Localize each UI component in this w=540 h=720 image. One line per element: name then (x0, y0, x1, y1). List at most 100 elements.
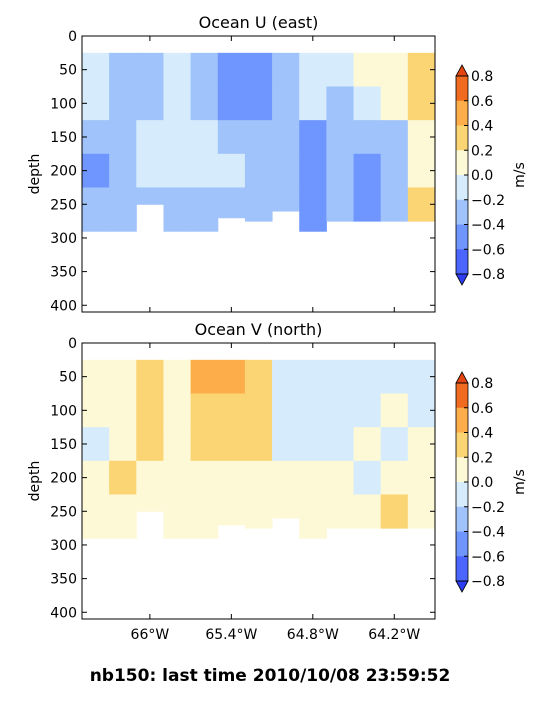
contour-cell (272, 86, 300, 121)
contour-cell (380, 153, 409, 188)
colorbar-segment (456, 482, 468, 508)
contour-cell (380, 393, 409, 428)
y-tick-label: 0 (68, 29, 77, 45)
contour-cell (353, 460, 382, 495)
contour-cell (217, 460, 246, 495)
contour-cell (299, 52, 327, 87)
contour-cell (109, 52, 137, 87)
contour-cell (326, 460, 355, 495)
contour-cell (136, 494, 164, 512)
y-axis-label: depth (27, 461, 43, 502)
colorbar-segment (456, 457, 468, 483)
x-tick-label: 64.8°W (287, 627, 339, 643)
contour-cell (136, 187, 164, 205)
colorbar: 0.8 0.6 0.4 0.2 0.0 −0.2 −0.4 −0.6 −0.8 m/s (455, 371, 528, 593)
colorbar-tick-label: 0.8 (471, 69, 493, 85)
contour-cell (217, 187, 246, 219)
colorbar-extend-max (455, 371, 469, 384)
colorbar-segment (456, 175, 468, 201)
colorbar-segment (456, 76, 468, 102)
colorbar-tick-label: 0.0 (471, 168, 493, 184)
contour-cell (217, 86, 246, 121)
panel-1: Ocean U (east) 0 50 100 150 200 250 300 350 400 de… (27, 13, 528, 314)
colorbar-label: m/s (512, 162, 528, 188)
contour-cell (326, 120, 355, 155)
contour-cell (136, 427, 164, 462)
contour-cell (217, 393, 246, 428)
contour-cell (353, 86, 382, 121)
contour-cell (380, 52, 409, 87)
colorbar-segment (456, 249, 468, 275)
y-axis-label: depth (27, 154, 43, 195)
colorbar-tick-label: −0.2 (471, 193, 505, 209)
y-tick-label: 100 (50, 96, 77, 112)
colorbar-extend-min (455, 580, 469, 593)
x-tick-label: 65.4°W (205, 627, 257, 643)
contour-cell (299, 187, 327, 232)
contour-cell (109, 359, 137, 394)
contour-cell (109, 494, 137, 539)
contour-cell (326, 187, 355, 222)
contour-cell (109, 393, 137, 428)
y-tick-label: 350 (50, 572, 77, 588)
contour-cell (353, 494, 382, 529)
colorbar-segment (456, 199, 468, 225)
colorbar-segment (456, 407, 468, 433)
contour-cell (109, 427, 137, 462)
contour-cell (190, 187, 219, 232)
colorbar-segment (456, 224, 468, 250)
y-tick-label: 300 (50, 231, 77, 247)
contour-cell (272, 427, 300, 462)
contour-cell (326, 153, 355, 188)
figure-title: nb150: last time 2010/10/08 23:59:52 (89, 666, 451, 686)
colorbar-tick-label: −0.6 (471, 242, 505, 258)
contour-field (82, 52, 436, 232)
contour-cell (82, 187, 110, 232)
y-tick-label: 100 (50, 403, 77, 419)
x-tick-label: 66°W (131, 627, 170, 643)
colorbar-tick-label: −0.2 (471, 500, 505, 516)
colorbar-tick-label: 0.0 (471, 475, 493, 491)
contour-cell (244, 52, 273, 87)
contour-cell (244, 187, 273, 222)
colorbar-segment (456, 432, 468, 458)
contour-field (82, 359, 436, 539)
y-tick-label: 0 (68, 336, 77, 352)
contour-cell (299, 494, 327, 539)
contour-cell (190, 52, 219, 87)
panel-2: Ocean V (north) 0 50 100 150 200 250 300 350 400 6… (27, 320, 528, 643)
contour-cell (353, 153, 382, 188)
contour-cell (136, 393, 164, 428)
y-tick-label: 250 (50, 504, 77, 520)
contour-cell (190, 359, 219, 394)
contour-cell (163, 52, 192, 87)
contour-cell (244, 359, 273, 394)
contour-cell (163, 187, 192, 232)
axes-frame (81, 342, 436, 620)
panel-title: Ocean V (north) (195, 320, 323, 339)
colorbar-segment (456, 531, 468, 557)
contour-cell (190, 460, 219, 495)
y-tick-label: 400 (50, 298, 77, 314)
colorbar-segment (456, 556, 468, 582)
contour-cell (380, 427, 409, 462)
contour-cell (272, 460, 300, 495)
panel-title: Ocean U (east) (199, 13, 319, 32)
contour-cell (272, 494, 300, 519)
contour-cell (353, 120, 382, 155)
contour-cell (326, 359, 355, 394)
contour-cell (136, 86, 164, 121)
y-tick-label: 50 (59, 370, 77, 386)
colorbar-tick-label: 0.2 (471, 450, 493, 466)
colorbar-tick-label: −0.8 (471, 574, 505, 590)
contour-cell (217, 52, 246, 87)
contour-cell (163, 393, 192, 428)
contour-cell (109, 153, 137, 188)
axes-frame (81, 35, 436, 313)
contour-cell (136, 120, 164, 155)
contour-cell (163, 153, 192, 188)
y-tick-label: 150 (50, 130, 77, 146)
contour-cell (380, 460, 409, 495)
contour-cell (136, 153, 164, 188)
